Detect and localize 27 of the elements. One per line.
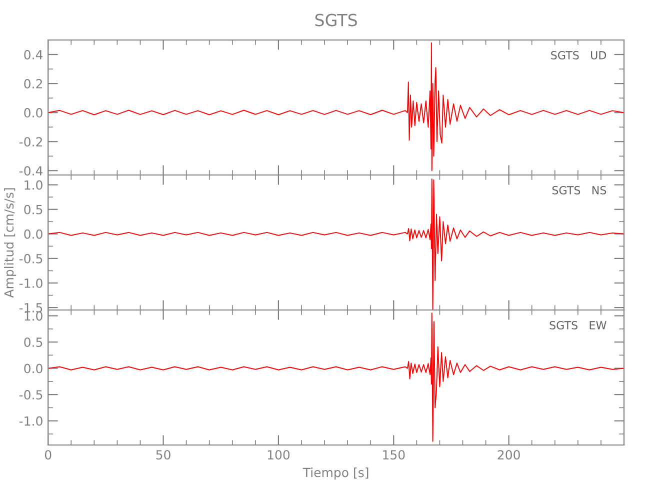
y-tick-label: -1.0	[19, 416, 42, 426]
chart-title: SGTS	[315, 14, 357, 26]
y-tick-label: -0.5	[19, 390, 42, 400]
x-tick-label: 0	[44, 450, 52, 460]
x-tick-label: 100	[268, 450, 290, 460]
y-tick-label: 1.0	[24, 180, 42, 190]
y-tick-label: 0.0	[24, 229, 42, 239]
x-tick-label: 50	[156, 450, 170, 460]
y-axis-title: Amplitud [cm/s/s]	[4, 188, 16, 298]
x-tick-label: 200	[498, 450, 520, 460]
y-tick-label: 0.2	[24, 79, 42, 88]
annotation: SGTS EW	[550, 321, 606, 330]
y-tick-label: 0.0	[24, 364, 42, 374]
y-tick-label: 0.5	[24, 204, 42, 214]
y-tick-label: -0.4	[19, 166, 43, 176]
annotation: SGTS NS	[552, 186, 606, 194]
line-series	[48, 312, 624, 442]
x-axis-title: Tiempo [s]	[302, 468, 368, 480]
y-tick-label: 0.5	[24, 338, 42, 347]
x-tick-label: 150	[383, 450, 405, 460]
y-tick-label: 0.0	[24, 108, 42, 118]
y-tick-label: -1.0	[19, 278, 42, 288]
y-tick-label: -0.2	[19, 137, 42, 147]
y-tick-label: 0.4	[24, 50, 43, 60]
line-series	[48, 42, 624, 172]
annotation: SGTS UD	[551, 51, 606, 60]
y-tick-label: -0.5	[19, 254, 42, 264]
